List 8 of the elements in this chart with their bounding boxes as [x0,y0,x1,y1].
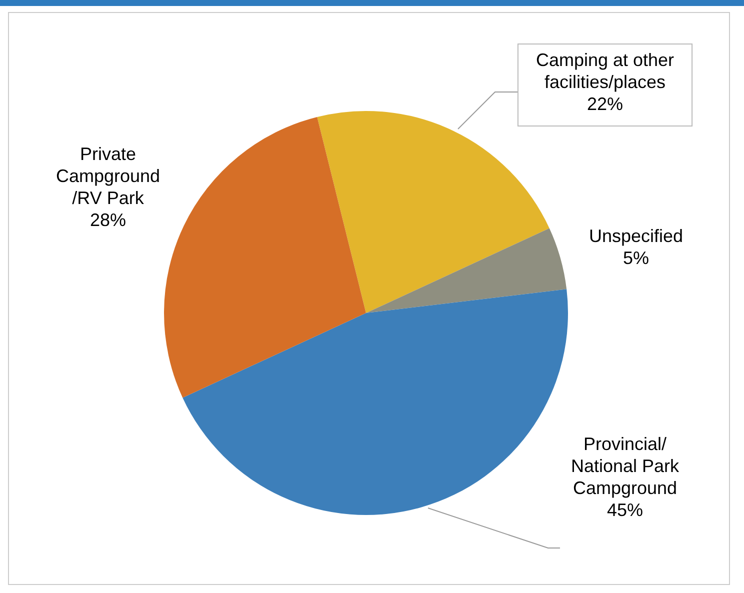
slice-label: Provincial/ National Park Campground [570,434,680,498]
slice-label: Private Campground /RV Park [56,144,160,208]
data-label: 5% [622,248,650,268]
data-label: 45% [606,500,644,520]
slice-label: Unspecified [588,226,684,246]
data-label: 28% [90,210,126,230]
slice-label: Camping at other facilities/places [536,50,674,92]
data-label: 22% [586,94,624,114]
